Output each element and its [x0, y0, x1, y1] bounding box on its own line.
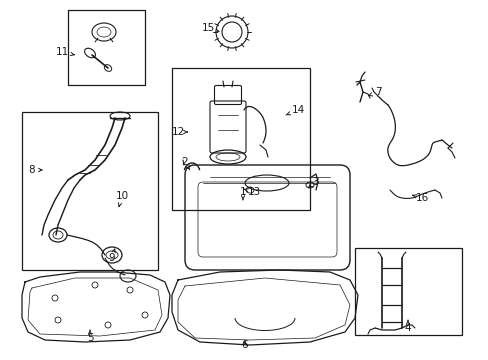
- Text: 3: 3: [308, 177, 318, 188]
- Text: 2: 2: [182, 157, 189, 170]
- Text: 5: 5: [86, 330, 93, 343]
- Text: 13: 13: [244, 187, 260, 197]
- Text: 8: 8: [29, 165, 42, 175]
- Text: 14: 14: [285, 105, 304, 115]
- Text: 11: 11: [55, 47, 74, 57]
- Text: 4: 4: [404, 320, 410, 333]
- Text: 6: 6: [241, 340, 248, 350]
- Text: 7: 7: [368, 87, 381, 97]
- Text: 15: 15: [201, 23, 219, 33]
- Text: 12: 12: [171, 127, 187, 137]
- Text: 9: 9: [108, 249, 115, 263]
- Text: 1: 1: [239, 187, 246, 200]
- Text: 10: 10: [115, 191, 128, 207]
- Text: 16: 16: [412, 193, 428, 203]
